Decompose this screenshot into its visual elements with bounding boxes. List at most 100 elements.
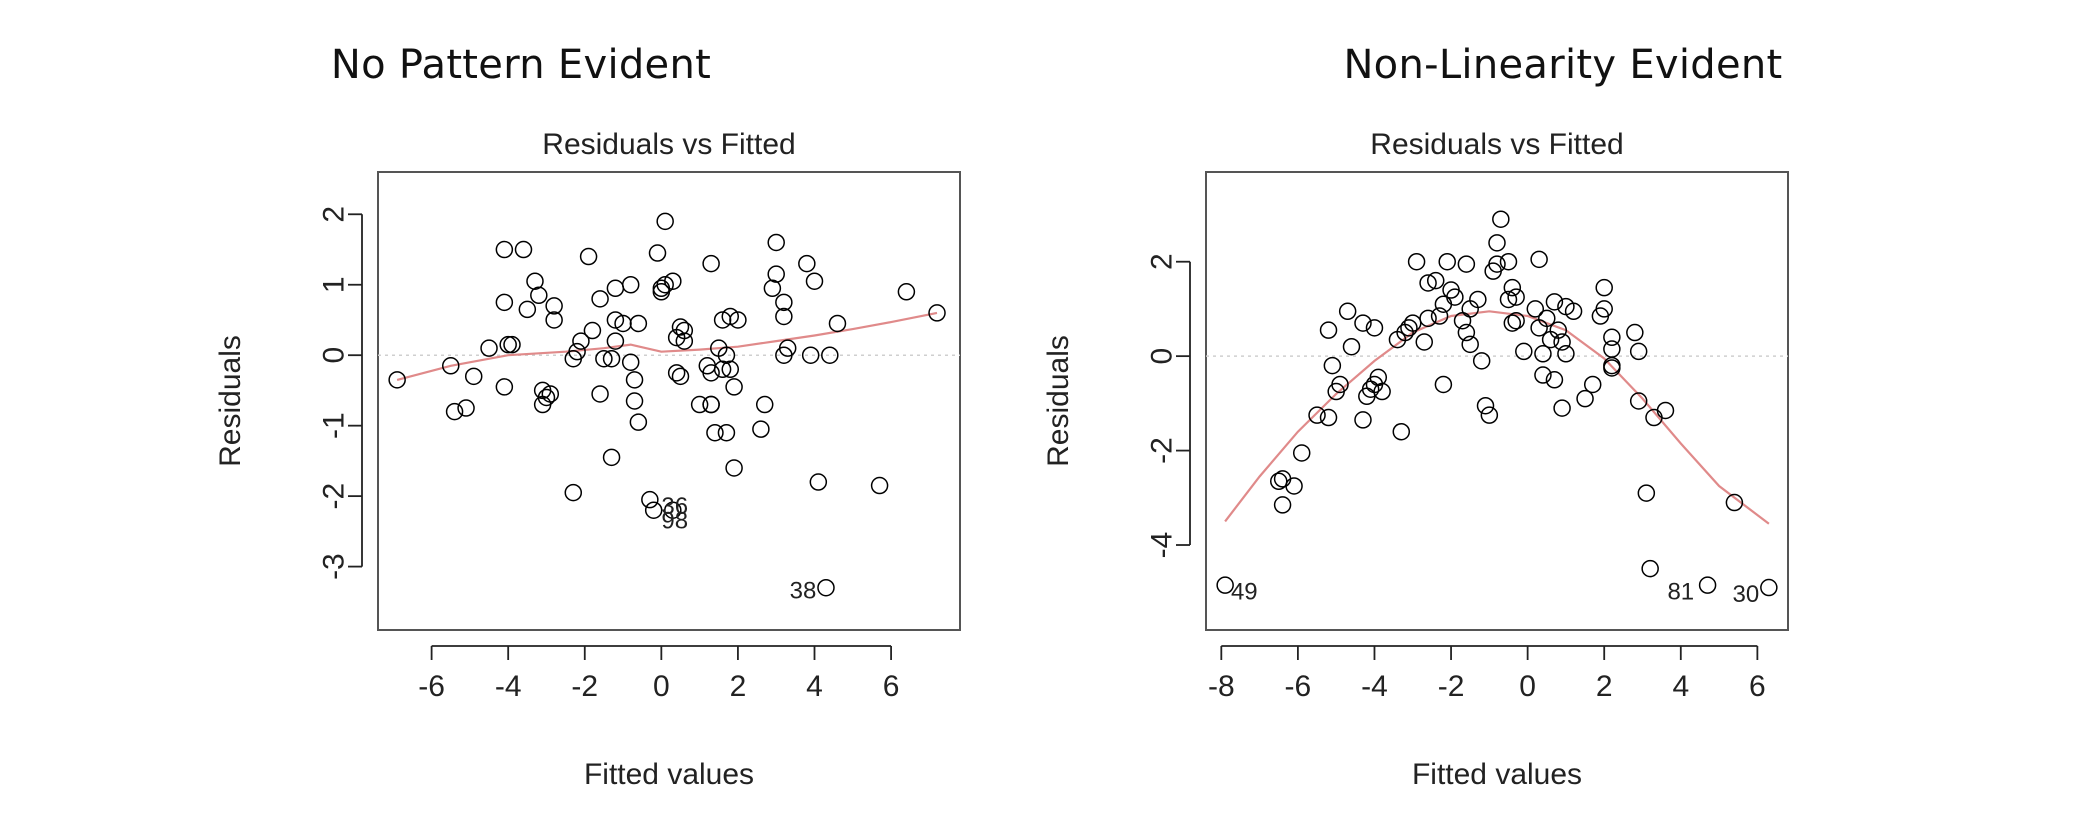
data-point (801, 346, 820, 364)
data-point (656, 212, 674, 231)
data-point (1354, 411, 1372, 429)
data-point (1641, 559, 1659, 578)
data-point (1507, 311, 1525, 330)
data-point (545, 297, 563, 315)
data-point (778, 339, 797, 357)
data-point (809, 473, 828, 491)
y-tick-label: 1 (318, 276, 351, 293)
data-point (621, 353, 640, 371)
data-point (1373, 382, 1391, 401)
data-point (897, 283, 916, 301)
data-point (1595, 300, 1613, 318)
data-point (641, 490, 659, 509)
data-point (1461, 335, 1479, 354)
data-point (1583, 375, 1602, 394)
data-point (1472, 352, 1491, 370)
data-point (1629, 392, 1648, 410)
data-point (514, 240, 533, 259)
data-point (1354, 314, 1372, 332)
data-point (1603, 340, 1621, 358)
data-point (1434, 375, 1453, 394)
data-point (1626, 323, 1644, 342)
data-point (702, 254, 720, 273)
data-point (671, 318, 690, 336)
data-point (1603, 356, 1621, 375)
data-point (629, 314, 648, 333)
data-point (1503, 278, 1522, 297)
data-point (798, 254, 816, 273)
data-point (671, 367, 690, 386)
y-tick-label: 2 (1146, 253, 1179, 270)
data-point (591, 385, 609, 403)
data-point (690, 395, 709, 414)
y-tick-label: -2 (318, 483, 351, 510)
data-point (721, 360, 740, 379)
data-point (537, 388, 556, 407)
data-point (763, 279, 782, 298)
data-point (1369, 368, 1388, 387)
plot-title: Residuals vs Fitted (542, 128, 795, 161)
data-point (1534, 345, 1552, 363)
x-tick-label: 0 (653, 670, 670, 703)
data-point (541, 385, 560, 403)
residuals-plot-left: Residuals vs Fitted -6 -4 -2 0 2 4 6 -3 -2 -1 0 1 2 Fi… (214, 128, 961, 791)
data-point (595, 349, 613, 368)
data-point (1273, 496, 1292, 514)
data-point (495, 293, 514, 312)
data-point (729, 311, 747, 329)
data-point (1457, 255, 1476, 273)
y-tick-label: -2 (1146, 437, 1179, 464)
data-point (1285, 477, 1303, 495)
data-point (805, 272, 824, 290)
data-point (1503, 314, 1522, 332)
data-point (702, 395, 720, 414)
data-point (572, 332, 590, 350)
point-annotation: 30 (1733, 581, 1760, 608)
data-point (1557, 345, 1575, 363)
x-axis-label: Fitted values (584, 758, 754, 791)
x-tick-label: 2 (730, 670, 747, 703)
plot-frame (1205, 171, 1789, 631)
data-point (1538, 309, 1556, 328)
x-axis-label: Fitted values (1412, 758, 1582, 791)
x-tick-label: 6 (1749, 670, 1766, 703)
data-point (1319, 321, 1338, 339)
data-point (602, 448, 621, 467)
data-point (870, 476, 889, 495)
data-point (1480, 406, 1499, 424)
data-point (606, 279, 625, 298)
data-point (579, 247, 598, 266)
data-point (652, 279, 671, 298)
data-point (1553, 399, 1571, 417)
data-point (445, 402, 464, 421)
data-point (1488, 234, 1506, 252)
x-tick-label: -6 (1285, 670, 1312, 703)
data-point (564, 483, 583, 502)
data-point (828, 314, 847, 333)
data-point (625, 392, 644, 410)
data-point (1760, 578, 1778, 597)
data-point (717, 346, 736, 364)
residuals-plot-right: Residuals vs Fitted -8 -6 -4 -2 0 2 4 6 -4 -2 0 2 Fit… (1042, 128, 1789, 791)
data-point (1499, 290, 1518, 309)
data-point (530, 286, 548, 305)
data-point (755, 395, 774, 414)
data-point (1338, 302, 1357, 321)
data-point (499, 335, 517, 354)
point-annotation: 38 (790, 578, 817, 605)
data-point (667, 364, 686, 382)
data-point (1419, 274, 1437, 292)
data-point (526, 272, 544, 290)
data-point (1553, 333, 1571, 351)
data-point (1419, 309, 1437, 328)
point-annotation: 81 (1667, 579, 1694, 606)
x-tick-label: -2 (571, 670, 598, 703)
y-axis-label: Residuals (214, 335, 247, 467)
data-point (1545, 371, 1564, 389)
data-point (1400, 319, 1418, 337)
panel-non-linearity: Non-Linearity Evident Residuals vs Fitte… (1042, 0, 2084, 822)
data-point (775, 293, 793, 312)
data-point (495, 240, 514, 259)
y-tick-label: -1 (318, 412, 351, 439)
data-point (656, 275, 674, 294)
